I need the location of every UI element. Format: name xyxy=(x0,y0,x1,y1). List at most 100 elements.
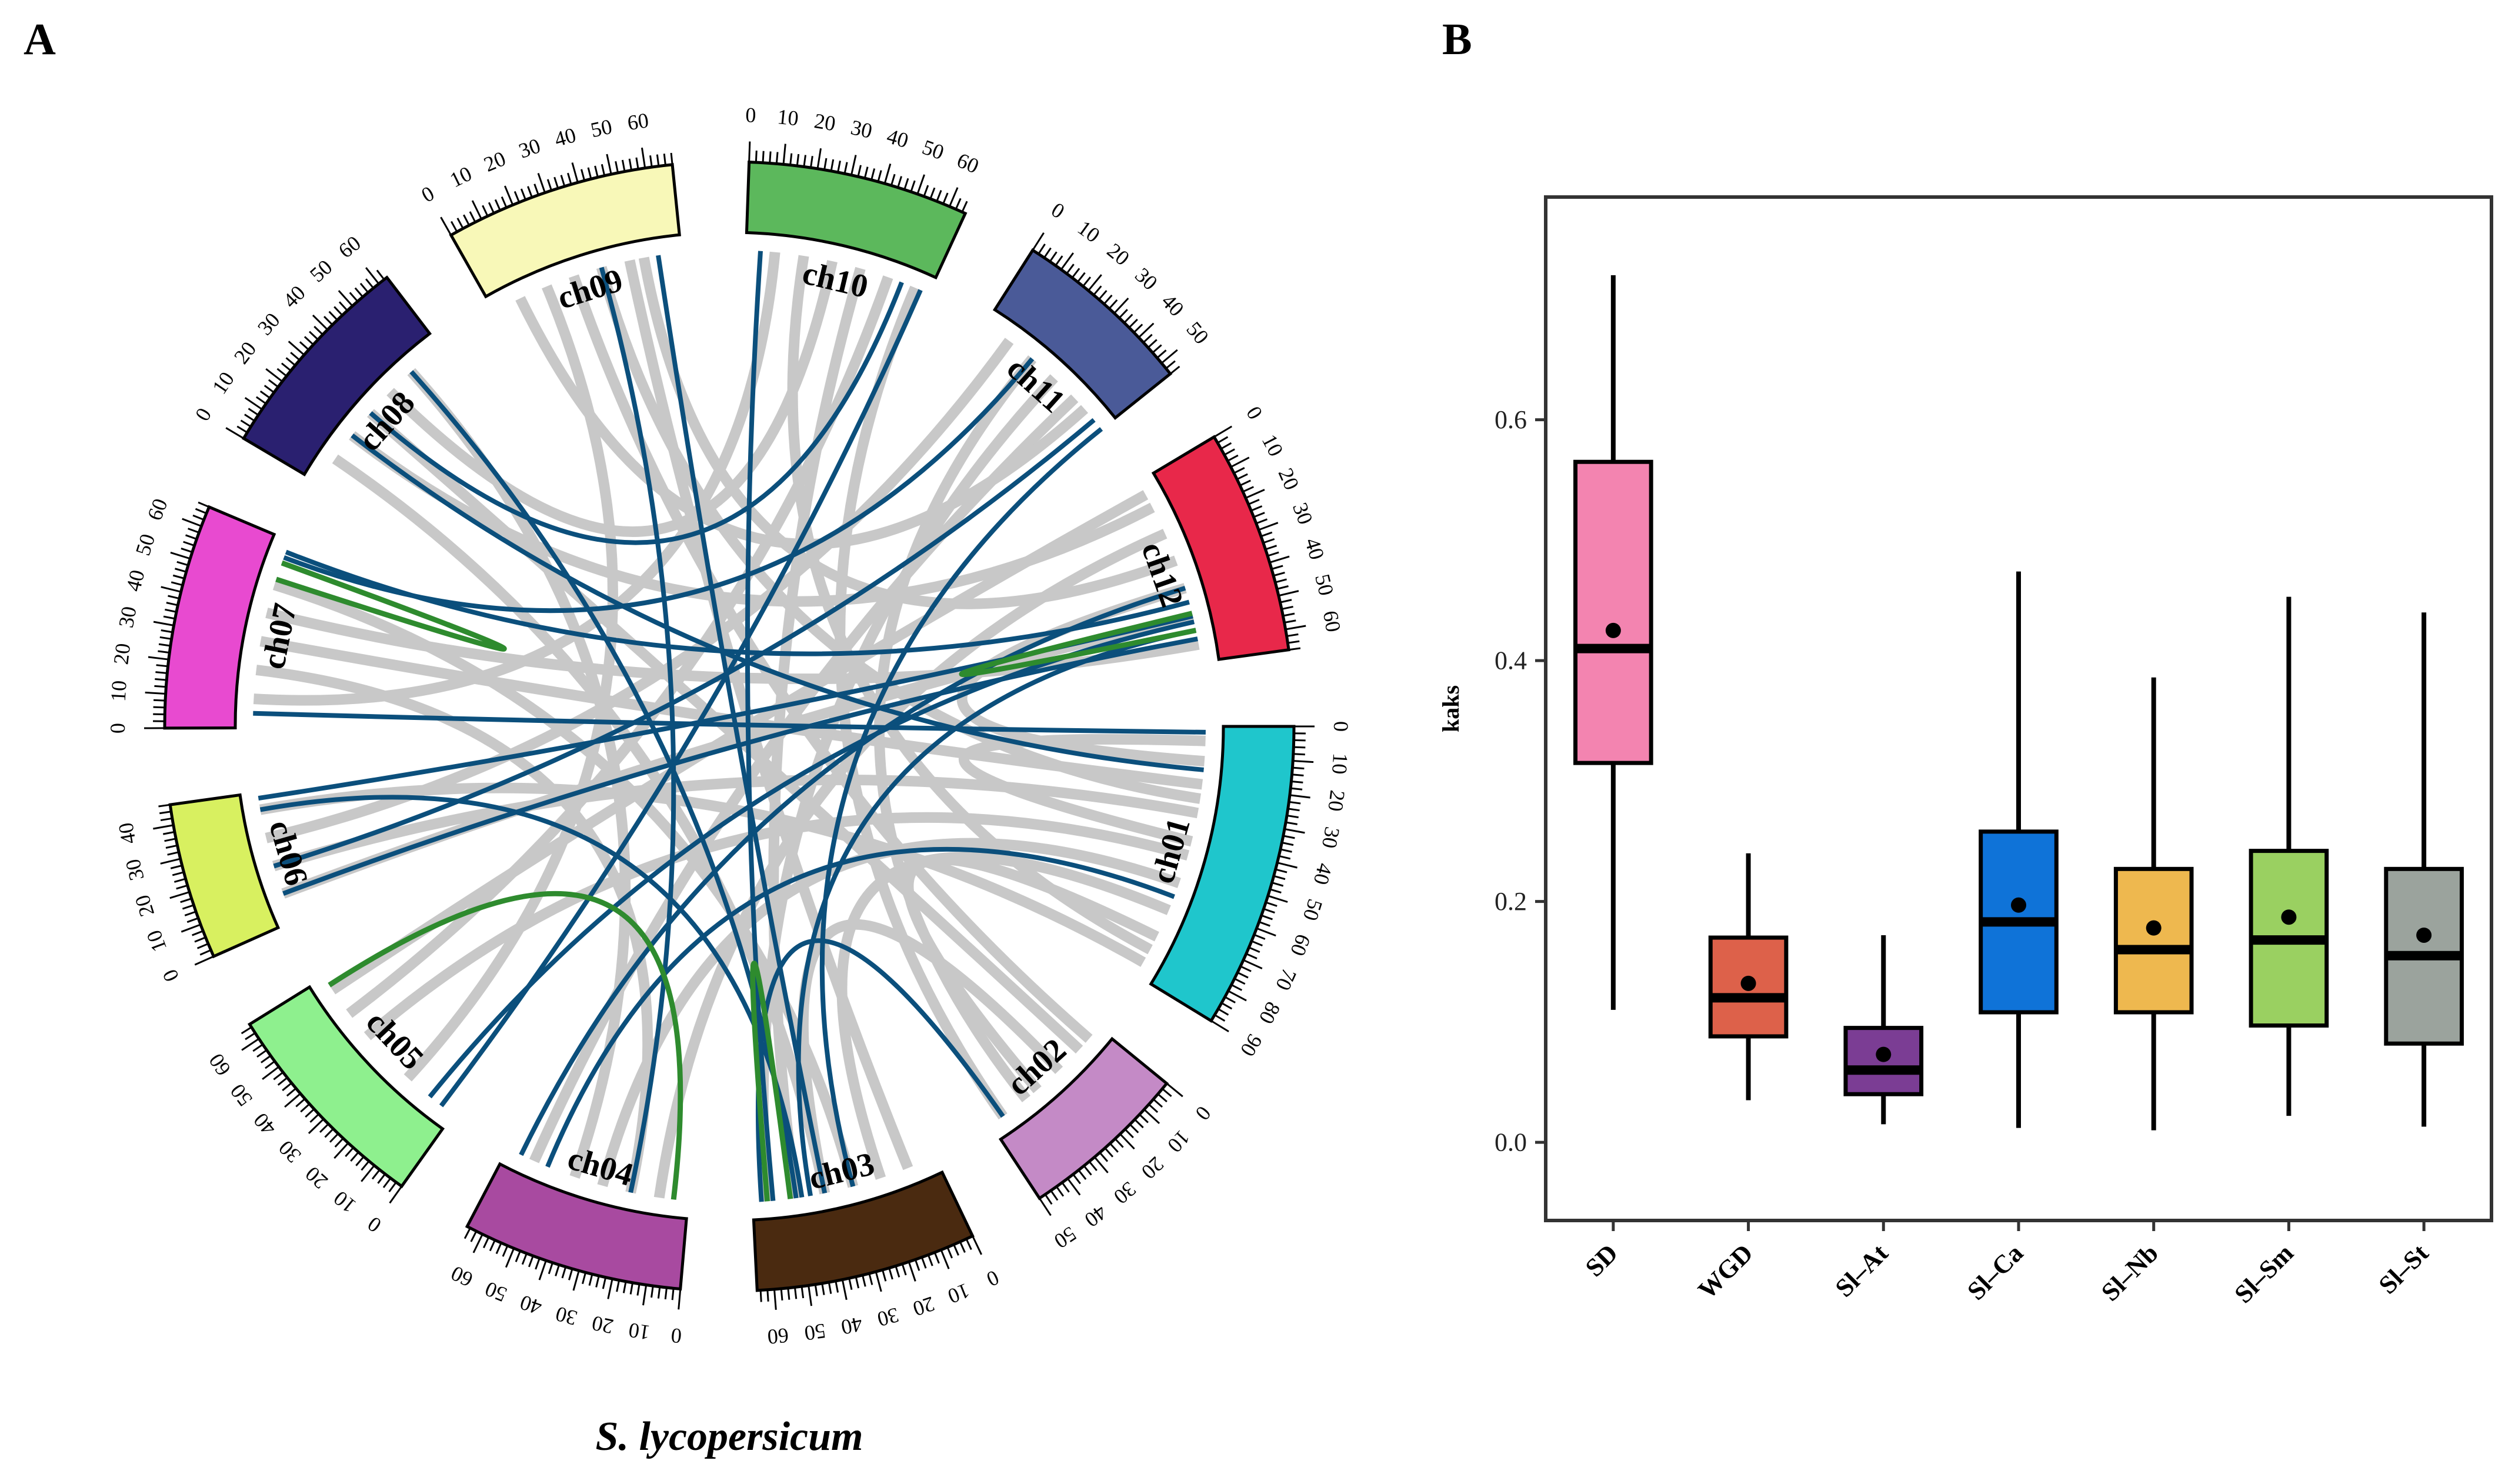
tick-ch01-58 xyxy=(1259,921,1270,927)
tick-ch01-28 xyxy=(1285,821,1298,825)
tick-ch09-20 xyxy=(504,185,514,205)
tick-ch07-64 xyxy=(195,508,207,515)
tick-ch01-10 xyxy=(1293,759,1314,763)
tick-ch06-12 xyxy=(186,917,199,923)
tick-ch12-32 xyxy=(1260,531,1273,538)
tick-ch10-46 xyxy=(903,178,909,190)
tick-ch09-60 xyxy=(641,147,646,168)
tick-label-ch09-6: 60 xyxy=(626,108,651,135)
tick-ch11-28 xyxy=(1108,299,1118,309)
tick-ch03-26 xyxy=(888,1268,893,1280)
mean-point-1 xyxy=(1740,975,1756,991)
tick-ch01-62 xyxy=(1253,933,1266,940)
tick-ch10-40 xyxy=(883,164,892,184)
tick-ch05-16 xyxy=(350,1151,359,1162)
tick-ch10-54 xyxy=(929,187,936,199)
tick-ch03-38 xyxy=(848,1278,853,1290)
tick-ch06-10 xyxy=(181,923,201,933)
tick-ch01-22 xyxy=(1289,801,1301,805)
tick-ch09-28 xyxy=(533,184,539,196)
tick-ch03-32 xyxy=(868,1273,873,1285)
tick-ch12-8 xyxy=(1227,454,1239,462)
tick-ch05-30 xyxy=(308,1118,325,1134)
tick-ch07-22 xyxy=(158,650,170,654)
tick-ch11-10 xyxy=(1060,252,1074,271)
tick-ch10-24 xyxy=(830,159,835,172)
tick-ch11-0 xyxy=(1032,232,1045,251)
tick-ch06-44 xyxy=(159,811,172,815)
collinear-link-27 xyxy=(515,296,1088,550)
chromosome-band-ch03 xyxy=(752,1170,975,1292)
tick-ch01-14 xyxy=(1292,773,1304,776)
tick-ch07-18 xyxy=(156,664,168,668)
tick-label-ch01-0: 0 xyxy=(1329,721,1353,732)
tick-ch01-64 xyxy=(1251,940,1263,946)
tick-ch01-40 xyxy=(1277,862,1297,869)
tick-ch08-46 xyxy=(333,306,343,316)
tick-label-ch10-0: 0 xyxy=(745,103,756,127)
tick-ch10-60 xyxy=(949,187,959,207)
tick-ch08-8 xyxy=(248,408,259,416)
tick-ch10-38 xyxy=(877,170,882,182)
tick-ch04-32 xyxy=(568,1268,573,1280)
tick-ch05-34 xyxy=(305,1108,315,1118)
tick-ch03-30 xyxy=(875,1271,882,1292)
tick-ch12-16 xyxy=(1239,479,1251,486)
tick-ch08-12 xyxy=(255,396,267,405)
tick-ch02-30 xyxy=(1093,1156,1109,1173)
tick-ch05-4 xyxy=(382,1178,392,1188)
segment-link-2 xyxy=(328,891,683,1200)
tick-ch01-20 xyxy=(1289,794,1310,799)
tick-ch04-48 xyxy=(515,1250,521,1262)
tick-ch01-44 xyxy=(1273,875,1286,881)
tick-ch06-28 xyxy=(170,865,182,869)
mean-point-2 xyxy=(1876,1046,1892,1062)
box-body-2 xyxy=(1843,1026,1924,1096)
tick-ch09-24 xyxy=(520,188,526,201)
tick-ch11-4 xyxy=(1043,247,1052,259)
boxplot-series xyxy=(1573,275,2464,1130)
tick-ch10-56 xyxy=(936,190,942,202)
tandem-link-8 xyxy=(273,418,1096,869)
tick-ch09-54 xyxy=(621,159,626,172)
tick-ch04-22 xyxy=(602,1277,607,1289)
tick-ch05-38 xyxy=(295,1098,306,1108)
tick-ch07-54 xyxy=(183,541,195,546)
tick-ch01-6 xyxy=(1293,746,1306,749)
tick-label-ch04-0: 0 xyxy=(670,1323,682,1348)
tick-ch02-6 xyxy=(1153,1098,1163,1108)
tick-ch07-36 xyxy=(166,602,178,606)
tick-ch10-18 xyxy=(809,156,813,168)
chromosome-band-ch08 xyxy=(241,275,432,476)
tick-ch11-14 xyxy=(1071,268,1080,279)
tick-ch09-0 xyxy=(440,216,452,236)
tick-ch11-16 xyxy=(1077,272,1086,283)
tick-ch03-28 xyxy=(882,1269,887,1282)
tick-label-ch12-6: 60 xyxy=(1319,609,1346,633)
tick-ch12-4 xyxy=(1220,442,1232,450)
collinear-link-35 xyxy=(568,274,1093,1043)
tick-ch03-6 xyxy=(953,1244,959,1256)
tick-ch06-22 xyxy=(176,884,188,890)
tick-ch12-26 xyxy=(1253,512,1265,518)
tick-ch03-48 xyxy=(814,1284,818,1296)
tick-label-ch01-3: 30 xyxy=(1317,825,1345,851)
tandem-link-4 xyxy=(253,711,1206,735)
tick-ch07-16 xyxy=(155,671,168,674)
tick-ch08-50 xyxy=(338,290,353,307)
tick-ch11-20 xyxy=(1088,274,1102,292)
collinear-link-20 xyxy=(346,275,893,1018)
tick-ch04-18 xyxy=(616,1280,621,1292)
tick-ch09-66 xyxy=(663,154,666,166)
tick-ch08-54 xyxy=(354,287,363,298)
tick-ch02-4 xyxy=(1157,1093,1168,1103)
mean-point-0 xyxy=(1605,622,1621,638)
tick-ch04-28 xyxy=(582,1272,587,1285)
tick-ch06-40 xyxy=(153,824,174,830)
tandem-link-5 xyxy=(545,846,1175,1168)
tick-ch05-50 xyxy=(262,1066,279,1081)
tick-ch01-26 xyxy=(1286,814,1299,819)
tick-ch01-18 xyxy=(1290,787,1303,791)
tick-ch12-20 xyxy=(1245,489,1265,499)
segment-link-0 xyxy=(275,560,507,652)
